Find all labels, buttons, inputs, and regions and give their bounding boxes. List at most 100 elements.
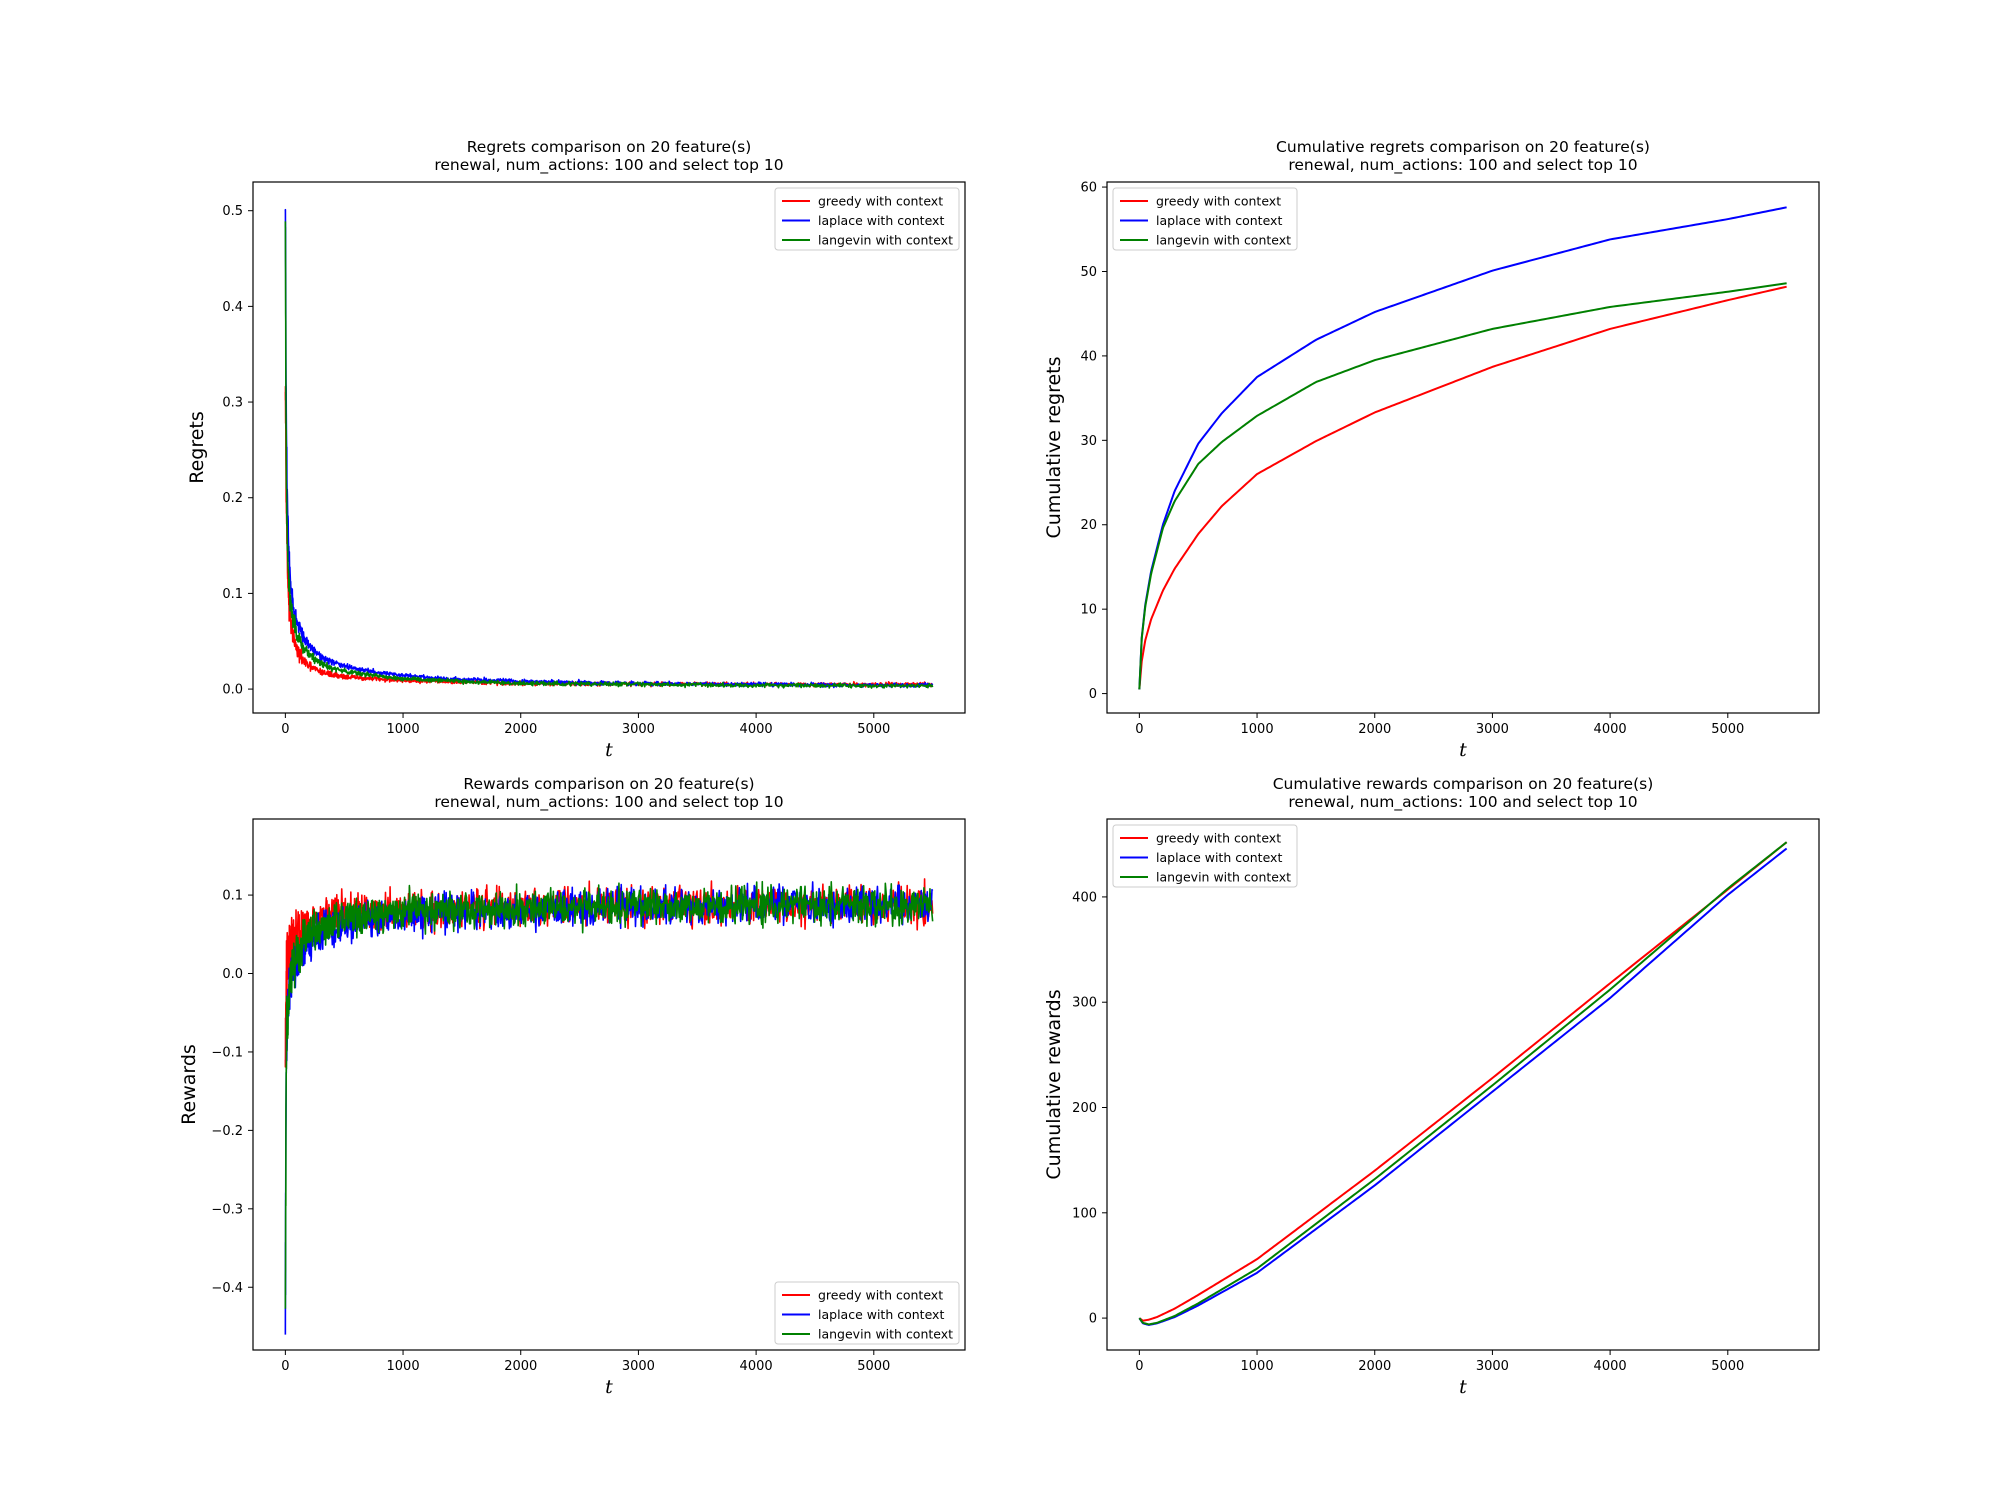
- y-tick-label: 100: [1072, 1206, 1097, 1221]
- y-tick-label: −0.4: [211, 1281, 243, 1296]
- x-tick-label: 3000: [622, 1359, 655, 1374]
- legend-box: [774, 187, 960, 251]
- x-tick-label: 1000: [1241, 1359, 1274, 1374]
- legend-label: greedy with context: [818, 194, 943, 209]
- x-tick-label: 1000: [387, 722, 420, 737]
- series-line-langevin: [284, 880, 934, 1309]
- x-axis-label: t: [1459, 1376, 1467, 1398]
- legend-label: greedy with context: [1156, 194, 1281, 209]
- x-tick-label: 4000: [1594, 1359, 1627, 1374]
- plot-area: [284, 878, 934, 1335]
- x-tick-label: 1000: [1241, 722, 1274, 737]
- y-tick-label: 20: [1080, 518, 1097, 533]
- y-tick-label: 30: [1080, 434, 1097, 449]
- x-tick-label: 5000: [1711, 722, 1744, 737]
- axes-frame: [252, 181, 966, 714]
- chart-title-line: Regrets comparison on 20 feature(s): [467, 138, 752, 156]
- chart-title-line: Rewards comparison on 20 feature(s): [463, 775, 754, 793]
- x-tick-label: 0: [281, 722, 289, 737]
- legend: greedy with context laplace with context l…: [774, 1281, 960, 1345]
- legend: greedy with context laplace with context l…: [1112, 824, 1298, 888]
- y-axis-label: Rewards: [178, 1044, 200, 1125]
- legend-label: greedy with context: [1156, 831, 1281, 846]
- legend: greedy with context laplace with context l…: [774, 187, 960, 251]
- y-tick-label: 0.0: [222, 683, 243, 698]
- x-tick-label: 0: [281, 1359, 289, 1374]
- legend-label: langevin with context: [1156, 233, 1291, 248]
- x-axis-label: t: [605, 739, 613, 761]
- x-axis-label: t: [605, 1376, 613, 1398]
- y-tick-label: 50: [1080, 265, 1097, 280]
- x-tick-label: 2000: [1358, 722, 1391, 737]
- series-line-greedy: [1138, 841, 1788, 1322]
- legend-box: [774, 1281, 960, 1345]
- chart-title-line: renewal, num_actions: 100 and select top…: [434, 156, 783, 175]
- series-line-langevin: [1138, 282, 1787, 690]
- y-tick-label: 0: [1089, 687, 1097, 702]
- axes-frame: [1106, 181, 1820, 714]
- y-tick-label: −0.1: [211, 1045, 243, 1060]
- y-tick-label: 400: [1072, 890, 1097, 905]
- x-tick-label: 4000: [740, 722, 773, 737]
- y-axis-label: Regrets: [186, 411, 208, 484]
- y-tick-label: 40: [1080, 349, 1097, 364]
- x-tick-label: 1000: [387, 1359, 420, 1374]
- y-tick-label: 0.5: [222, 204, 243, 219]
- series-line-laplace: [1138, 206, 1787, 690]
- y-tick-label: 200: [1072, 1101, 1097, 1116]
- legend-label: laplace with context: [818, 1307, 944, 1322]
- y-tick-label: 0.1: [222, 889, 243, 904]
- y-tick-label: 60: [1080, 181, 1097, 196]
- y-tick-label: 0.1: [222, 587, 243, 602]
- x-tick-label: 2000: [504, 1359, 537, 1374]
- x-tick-label: 5000: [857, 1359, 890, 1374]
- y-tick-label: −0.2: [211, 1124, 243, 1139]
- y-tick-label: 0.0: [222, 967, 243, 982]
- legend-label: laplace with context: [1156, 850, 1282, 865]
- legend-label: laplace with context: [1156, 213, 1282, 228]
- axes-frame: [252, 818, 966, 1351]
- chart-title-line: Cumulative regrets comparison on 20 feat…: [1276, 138, 1650, 156]
- x-tick-label: 5000: [857, 722, 890, 737]
- y-tick-label: 10: [1080, 603, 1097, 618]
- legend: greedy with context laplace with context l…: [1112, 187, 1298, 251]
- series-line-langevin: [1138, 841, 1788, 1326]
- legend-label: langevin with context: [1156, 870, 1291, 885]
- y-tick-label: −0.3: [211, 1202, 243, 1217]
- plot-area: [1138, 206, 1787, 690]
- x-tick-label: 2000: [1358, 1359, 1391, 1374]
- plot-area: [1138, 841, 1788, 1326]
- y-tick-label: 0: [1089, 1312, 1097, 1327]
- y-axis-label: Cumulative regrets: [1043, 356, 1065, 538]
- x-tick-label: 0: [1135, 1359, 1143, 1374]
- x-tick-label: 3000: [622, 722, 655, 737]
- x-tick-label: 4000: [1594, 722, 1627, 737]
- x-tick-label: 5000: [1711, 1359, 1744, 1374]
- x-tick-label: 2000: [504, 722, 537, 737]
- legend-label: langevin with context: [818, 1327, 953, 1342]
- chart-title-line: renewal, num_actions: 100 and select top…: [434, 793, 783, 812]
- rewards-panel: Rewards comparison on 20 feature(s)renew…: [178, 775, 966, 1398]
- cumulative-rewards-panel: Cumulative rewards comparison on 20 feat…: [1043, 775, 1820, 1398]
- y-tick-label: 300: [1072, 996, 1097, 1011]
- series-line-langevin: [284, 221, 934, 689]
- legend-label: greedy with context: [818, 1288, 943, 1303]
- x-tick-label: 3000: [1476, 722, 1509, 737]
- axes-frame: [1106, 818, 1820, 1351]
- plot-area: [284, 208, 934, 689]
- y-tick-label: 0.4: [222, 300, 243, 315]
- x-tick-label: 4000: [740, 1359, 773, 1374]
- series-line-greedy: [1138, 285, 1787, 690]
- chart-title-line: Cumulative rewards comparison on 20 feat…: [1273, 775, 1654, 793]
- cumulative-regrets-panel: Cumulative regrets comparison on 20 feat…: [1043, 138, 1820, 761]
- legend-label: laplace with context: [818, 213, 944, 228]
- y-tick-label: 0.2: [222, 491, 243, 506]
- x-axis-label: t: [1459, 739, 1467, 761]
- x-tick-label: 0: [1135, 722, 1143, 737]
- regrets-panel: Regrets comparison on 20 feature(s)renew…: [186, 138, 966, 761]
- legend-label: langevin with context: [818, 233, 953, 248]
- x-tick-label: 3000: [1476, 1359, 1509, 1374]
- y-axis-label: Cumulative rewards: [1043, 989, 1065, 1179]
- legend-box: [1112, 187, 1298, 251]
